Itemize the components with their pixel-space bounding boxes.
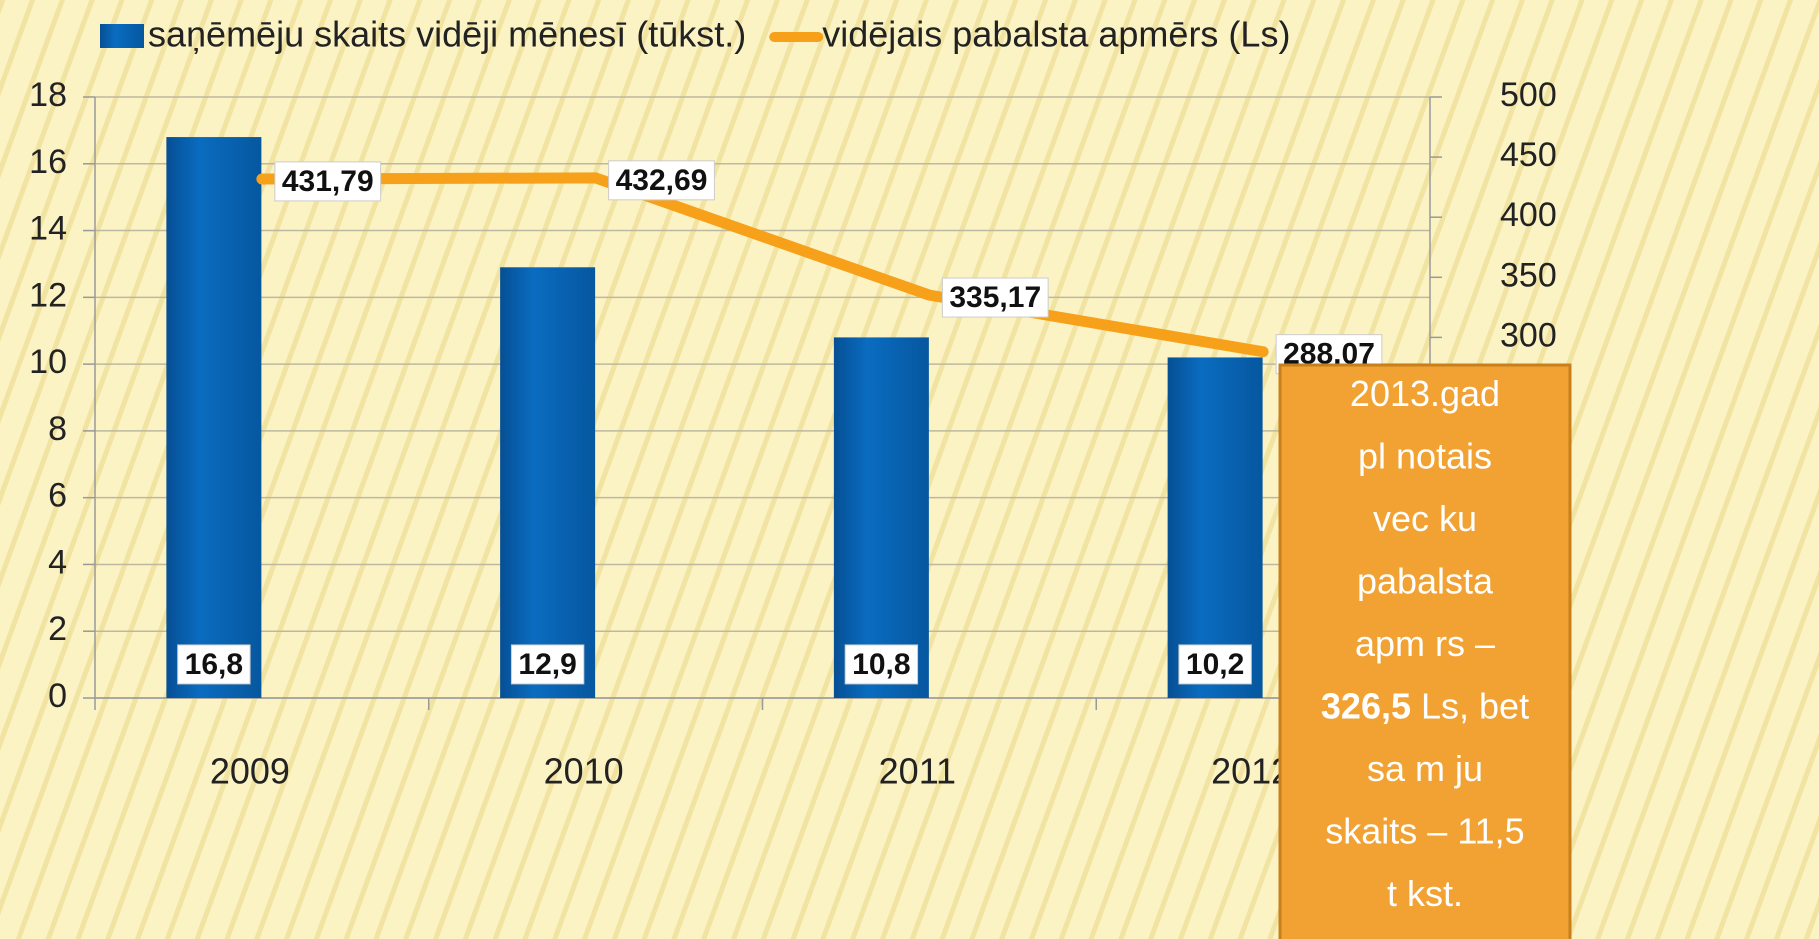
x-tick-label: 2012 — [1211, 751, 1291, 792]
y-tick-label: 8 — [48, 410, 67, 448]
data-label-box — [177, 644, 251, 685]
annotation-text: vec ku — [1373, 498, 1477, 539]
annotation-line: 326,5 Ls, bet — [1321, 685, 1529, 726]
data-label: 10,8 — [852, 648, 910, 681]
bar — [500, 267, 596, 698]
annotation-text: Ls, bet — [1411, 685, 1529, 726]
y-tick-label: 12 — [29, 276, 67, 314]
legend-swatch — [100, 24, 144, 48]
data-label-box — [510, 644, 585, 685]
y-tick-label: 2 — [48, 610, 67, 648]
y2-tick-label: 300 — [1500, 316, 1557, 354]
y-tick-label: 18 — [29, 76, 67, 114]
legend-label: saņēmēju skaits vidēji mēnesī (tūkst.) — [148, 14, 746, 55]
data-label: 10,2 — [1186, 648, 1244, 681]
annotation-line: vec ku — [1373, 498, 1477, 539]
data-label-box — [608, 160, 715, 201]
y-tick-label: 0 — [48, 677, 67, 715]
data-label: 16,8 — [185, 648, 243, 681]
annotation-text: 2013.gad — [1350, 373, 1500, 414]
bar — [1167, 357, 1263, 698]
data-label-box — [274, 161, 382, 202]
bar — [166, 137, 262, 699]
annotation-line: apm rs – — [1355, 623, 1495, 664]
y-tick-label: 6 — [48, 477, 67, 515]
data-label: 431,79 — [282, 165, 374, 198]
annotation-text: 326,5 — [1321, 685, 1411, 726]
x-tick-label: 2010 — [544, 751, 624, 792]
y-tick-label: 4 — [48, 543, 67, 581]
annotation-text: skaits – 11,5 — [1325, 810, 1524, 851]
annotation-line: sa m ju — [1367, 748, 1483, 789]
data-label-box — [941, 277, 1049, 318]
data-label: 12,9 — [518, 648, 576, 681]
annotation-text: sa m ju — [1367, 748, 1483, 789]
line — [256, 172, 1269, 358]
y2-tick-label: 400 — [1500, 196, 1557, 234]
y-tick-label: 16 — [29, 143, 67, 181]
data-label: 432,69 — [616, 164, 708, 197]
y2-tick-label: 500 — [1500, 76, 1557, 114]
data-label-box — [844, 644, 919, 685]
x-tick-label: 2009 — [210, 751, 290, 792]
legend-label: vidējais pabalsta apmērs (Ls) — [822, 14, 1290, 55]
bar — [833, 337, 929, 698]
annotation-text: apm rs – — [1355, 623, 1495, 664]
annotation-box — [1278, 363, 1572, 939]
annotation-text: pabalsta — [1357, 560, 1494, 601]
annotation-line: pl notais — [1358, 435, 1492, 476]
data-label: 335,17 — [949, 281, 1041, 314]
y2-tick-label: 450 — [1500, 136, 1557, 174]
annotation-line: 2013.gad — [1350, 373, 1500, 414]
annotation-line: skaits – 11,5 — [1325, 810, 1524, 851]
x-tick-label: 2011 — [879, 751, 956, 792]
annotation-text: t kst. — [1387, 873, 1463, 914]
annotation-line: t kst. — [1387, 873, 1463, 914]
y-tick-label: 10 — [29, 343, 67, 381]
y2-tick-label: 350 — [1500, 256, 1557, 294]
data-label-box — [1178, 644, 1252, 685]
annotation-line: pabalsta — [1357, 560, 1494, 601]
y-tick-label: 14 — [29, 210, 67, 248]
annotation-text: pl notais — [1358, 435, 1492, 476]
